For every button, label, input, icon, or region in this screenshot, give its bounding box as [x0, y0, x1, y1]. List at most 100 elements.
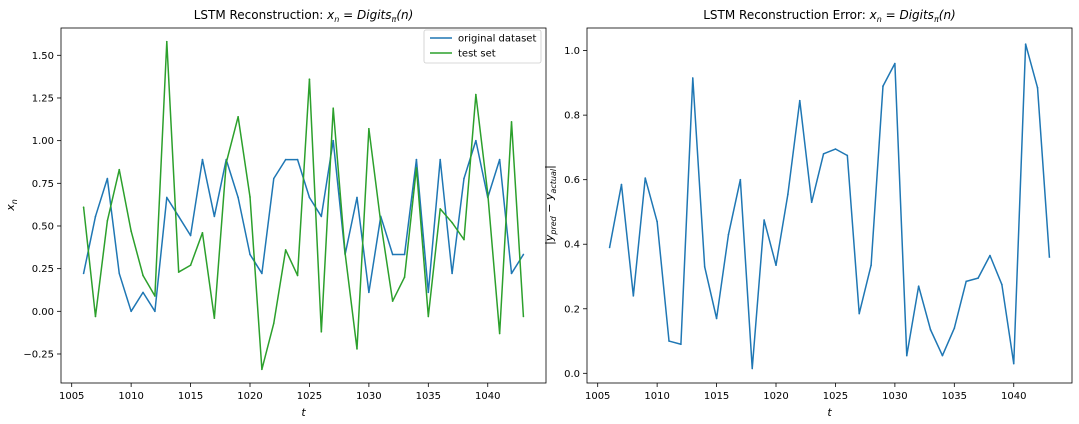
- reconstruction-data-point-test-set: [415, 167, 418, 169]
- reconstruction-data-point-original-dataset: [201, 158, 204, 161]
- error-x-tick-label: 1005: [585, 391, 610, 402]
- error-data-point-error: [1048, 256, 1051, 258]
- error-data-point-error: [644, 177, 647, 179]
- error-x-tick-label: 1025: [823, 391, 848, 402]
- reconstruction-x-tick-label: 1035: [416, 391, 441, 402]
- reconstruction-data-point-test-set: [344, 252, 346, 255]
- error-data-point-error: [917, 285, 920, 287]
- reconstruction-data-point-test-set: [308, 78, 311, 81]
- reconstruction-data-point-test-set: [498, 332, 501, 335]
- error-data-point-error: [739, 178, 742, 181]
- reconstruction-data-point-test-set: [403, 276, 406, 278]
- error-data-point-error: [1036, 86, 1039, 89]
- error-y-tick-label: 1.0: [564, 46, 580, 57]
- error-data-point-error: [965, 280, 968, 283]
- error-y-tick-label: 0.4: [564, 240, 580, 251]
- error-y-tick-label: 0.2: [564, 304, 580, 315]
- error-data-point-error: [858, 312, 861, 315]
- error-data-point-error: [929, 328, 932, 331]
- error-data-point-error: [989, 254, 991, 257]
- reconstruction-y-tick-label: 1.00: [32, 136, 54, 147]
- reconstruction-x-tick-label: 1020: [237, 391, 262, 402]
- error-data-point-error: [608, 246, 611, 249]
- reconstruction-data-point-original-dataset: [522, 253, 525, 256]
- reconstruction-data-point-original-dataset: [165, 196, 168, 199]
- reconstruction-data-point-original-dataset: [154, 310, 156, 313]
- reconstruction-data-point-original-dataset: [403, 253, 406, 256]
- reconstruction-chart: LSTM Reconstruction: xn = Digitsπ(n) xn …: [4, 8, 547, 419]
- legend-box: [423, 29, 542, 64]
- reconstruction-y-tick-label: 1.25: [32, 93, 54, 104]
- reconstruction-data-point-original-dataset: [368, 291, 370, 294]
- reconstruction-data-point-test-set: [249, 196, 251, 198]
- error-chart-title: LSTM Reconstruction Error: xn = Digitsπ(…: [703, 8, 955, 24]
- error-data-point-error: [763, 219, 765, 221]
- error-data-point-error: [1001, 283, 1003, 286]
- reconstruction-data-point-original-dataset: [261, 272, 263, 275]
- reconstruction-data-point-original-dataset: [463, 177, 465, 180]
- reconstruction-data-point-original-dataset: [249, 253, 251, 256]
- reconstruction-x-tick-label: 1015: [178, 391, 203, 402]
- reconstruction-data-point-original-dataset: [82, 272, 85, 275]
- reconstruction-data-point-test-set: [142, 274, 144, 277]
- reconstruction-data-point-test-set: [510, 121, 513, 123]
- reconstruction-data-point-original-dataset: [177, 215, 180, 218]
- error-data-point-error: [1024, 43, 1027, 45]
- reconstruction-data-point-original-dataset: [284, 158, 287, 161]
- reconstruction-data-point-original-dataset: [142, 291, 144, 294]
- reconstruction-chart-y-label: xn: [4, 199, 19, 212]
- reconstruction-data-point-test-set: [130, 230, 132, 232]
- error-data-point-error: [787, 193, 789, 196]
- reconstruction-data-point-test-set: [332, 107, 335, 110]
- reconstruction-data-point-test-set: [154, 295, 156, 297]
- reconstruction-data-point-original-dataset: [415, 158, 418, 161]
- error-x-tick-label: 1020: [763, 391, 788, 402]
- reconstruction-y-tick-label: 0.50: [32, 221, 54, 232]
- reconstruction-data-point-original-dataset: [427, 291, 430, 294]
- error-data-point-error: [870, 264, 872, 267]
- error-data-point-error: [882, 85, 884, 87]
- reconstruction-data-point-original-dataset: [356, 196, 358, 199]
- reconstruction-chart-title: LSTM Reconstruction: xn = Digitsπ(n): [194, 8, 414, 24]
- reconstruction-data-point-original-dataset: [510, 272, 513, 275]
- reconstruction-data-point-original-dataset: [237, 196, 239, 199]
- error-data-point-error: [751, 367, 754, 370]
- error-data-point-error: [810, 201, 813, 204]
- error-x-tick-label: 1015: [704, 391, 729, 402]
- error-data-point-error: [1012, 362, 1015, 365]
- reconstruction-y-tick-label: 0.00: [32, 307, 54, 318]
- reconstruction-chart-x-label: t: [301, 406, 306, 419]
- error-data-point-error: [680, 343, 682, 346]
- reconstruction-data-point-test-set: [272, 322, 275, 325]
- error-data-point-error: [668, 340, 670, 342]
- reconstruction-x-tick-label: 1025: [297, 391, 322, 402]
- reconstruction-data-point-original-dataset: [296, 158, 299, 161]
- reconstruction-data-point-original-dataset: [451, 272, 453, 275]
- reconstruction-data-point-test-set: [368, 127, 370, 130]
- reconstruction-data-point-test-set: [463, 238, 465, 241]
- reconstruction-x-tick-label: 1040: [475, 391, 500, 402]
- reconstruction-data-point-test-set: [451, 221, 453, 224]
- error-data-point-error: [941, 354, 944, 357]
- error-data-point-error: [798, 99, 801, 102]
- reconstruction-data-point-test-set: [427, 315, 430, 318]
- error-data-point-error: [846, 154, 849, 157]
- reconstruction-data-point-test-set: [94, 315, 97, 318]
- reconstruction-data-point-test-set: [225, 162, 228, 164]
- reconstruction-data-point-original-dataset: [320, 215, 323, 218]
- reconstruction-data-point-test-set: [356, 348, 358, 350]
- reconstruction-data-point-original-dataset: [332, 139, 335, 142]
- error-x-tick-label: 1030: [882, 391, 907, 402]
- error-data-point-error: [656, 220, 658, 223]
- reconstruction-data-point-test-set: [296, 274, 299, 277]
- reconstruction-y-tick-label: −0.25: [23, 349, 54, 360]
- error-data-point-error: [822, 153, 825, 155]
- reconstruction-data-point-test-set: [118, 168, 121, 171]
- error-x-tick-label: 1040: [1001, 391, 1026, 402]
- reconstruction-data-point-test-set: [213, 317, 216, 319]
- legend-label-test: test set: [458, 49, 496, 60]
- error-data-point-error: [953, 327, 956, 329]
- reconstruction-data-point-original-dataset: [439, 158, 442, 161]
- reconstruction-data-point-original-dataset: [213, 215, 216, 218]
